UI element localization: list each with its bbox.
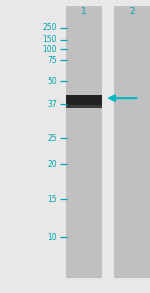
Text: 15: 15 [47, 195, 57, 204]
Text: 25: 25 [47, 134, 57, 143]
Bar [66, 95, 102, 108]
Bar [114, 6, 150, 278]
Text: 150: 150 [42, 35, 57, 44]
Text: 2: 2 [129, 7, 135, 16]
Text: 20: 20 [47, 160, 57, 168]
Bar [66, 105, 102, 108]
Text: 50: 50 [47, 77, 57, 86]
Bar [66, 6, 102, 278]
Text: 75: 75 [47, 56, 57, 64]
Text: 1: 1 [81, 7, 87, 16]
Text: 100: 100 [42, 45, 57, 54]
Text: 10: 10 [47, 233, 57, 242]
Text: 37: 37 [47, 100, 57, 108]
Text: 250: 250 [42, 23, 57, 32]
